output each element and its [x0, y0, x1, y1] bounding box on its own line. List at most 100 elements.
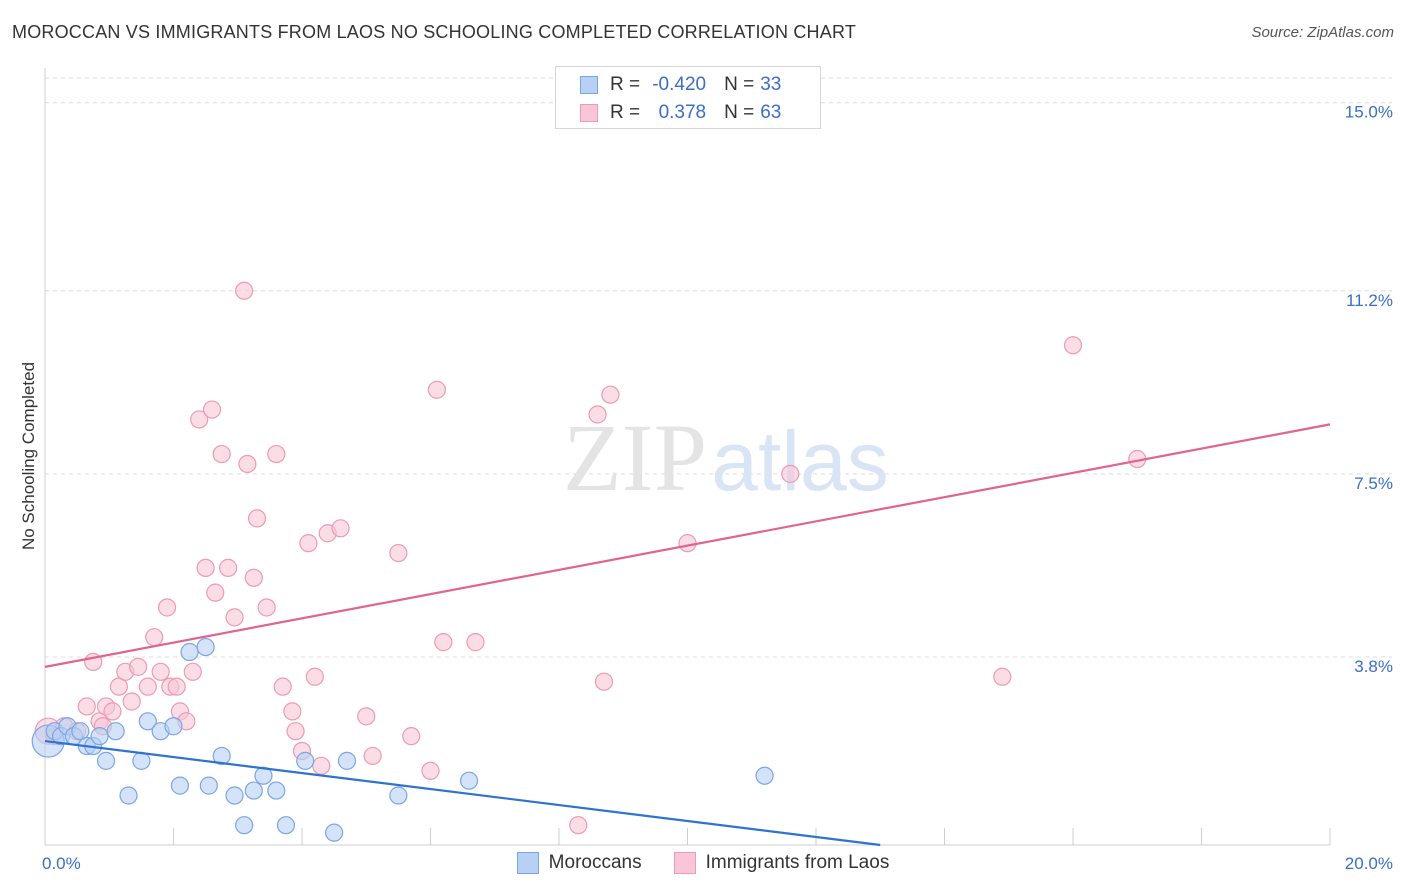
point-moroccans — [389, 786, 408, 805]
point-laos — [781, 464, 800, 483]
point-moroccans — [180, 642, 199, 662]
legend-n-value: 33 — [760, 74, 782, 95]
correlation-legend: R = -0.420 N = 33 R = 0.378 N = 63 — [555, 66, 821, 129]
point-moroccans — [164, 717, 183, 736]
point-laos — [212, 444, 231, 464]
point-laos — [427, 380, 447, 399]
points-layer — [31, 281, 1147, 842]
legend-swatch-pink — [580, 104, 598, 122]
point-laos — [601, 385, 620, 404]
point-moroccans — [459, 771, 479, 790]
legend-r-value: -0.420 — [652, 74, 707, 95]
point-moroccans — [267, 781, 286, 800]
point-laos — [129, 657, 148, 676]
series-legend-moroccans[interactable]: Moroccans — [516, 852, 642, 874]
point-laos — [678, 534, 697, 553]
point-laos — [312, 756, 331, 775]
point-laos — [305, 667, 324, 686]
point-laos — [247, 509, 267, 528]
point-laos — [219, 558, 238, 577]
watermark-atlas: atlas — [711, 414, 888, 508]
point-laos — [594, 672, 614, 691]
watermark: ZIP atlas — [563, 404, 889, 511]
legend-swatch-blue — [580, 76, 598, 94]
point-moroccans — [90, 727, 109, 746]
series-legend-label: Immigrants from Laos — [705, 852, 890, 873]
point-moroccans — [235, 816, 254, 835]
y-tick-label: 7.5% — [1354, 474, 1393, 493]
point-laos — [283, 702, 302, 721]
trend-line-laos — [44, 423, 1331, 668]
point-laos — [299, 534, 318, 553]
tick-label-layer: 15.0% 11.2% 7.5% 3.8% 0.0% 20.0% — [42, 103, 1393, 873]
point-laos — [421, 761, 440, 780]
point-laos — [167, 677, 186, 696]
point-moroccans — [212, 746, 231, 766]
point-laos — [331, 519, 350, 538]
axes-layer — [44, 68, 1331, 846]
x-tick-label: 20.0% — [1345, 854, 1393, 873]
source-label: Source: ZipAtlas.com — [1251, 24, 1394, 41]
y-axis-label: No Schooling Completed — [19, 362, 38, 550]
point-laos — [1063, 336, 1083, 355]
point-laos — [238, 454, 257, 474]
point-moroccans — [119, 786, 138, 805]
point-laos — [267, 444, 286, 464]
point-moroccans — [196, 637, 215, 657]
point-laos — [466, 633, 485, 652]
point-laos — [157, 598, 177, 617]
point-laos — [434, 633, 453, 652]
series-legend: Moroccans Immigrants from Laos — [0, 852, 1406, 874]
legend-row-moroccans: R = -0.420 N = 33 — [580, 72, 781, 98]
point-laos — [206, 583, 225, 602]
point-moroccans — [276, 816, 296, 835]
point-moroccans — [132, 751, 151, 770]
grid-layer — [45, 77, 1392, 658]
chart-title: MOROCCAN VS IMMIGRANTS FROM LAOS NO SCHO… — [12, 22, 857, 42]
point-laos — [389, 543, 408, 563]
series-swatch-blue — [516, 852, 539, 874]
point-moroccans — [138, 712, 157, 731]
point-laos — [402, 727, 421, 746]
point-moroccans — [755, 766, 774, 785]
point-moroccans — [199, 776, 218, 795]
series-legend-laos[interactable]: Immigrants from Laos — [673, 852, 890, 874]
point-laos — [202, 400, 222, 419]
point-moroccans — [106, 722, 125, 741]
point-laos — [569, 816, 588, 835]
legend-r-label: R = — [610, 102, 641, 123]
point-laos — [103, 702, 122, 721]
point-laos — [244, 568, 263, 587]
point-moroccans — [96, 751, 116, 770]
point-moroccans — [225, 786, 244, 805]
point-laos — [993, 667, 1012, 686]
point-moroccans — [296, 751, 315, 770]
point-laos — [122, 692, 141, 711]
point-laos — [588, 405, 607, 424]
point-laos — [273, 677, 292, 696]
y-tick-label: 3.8% — [1354, 657, 1393, 676]
point-laos — [196, 558, 215, 577]
legend-r-value: 0.378 — [658, 102, 707, 123]
point-laos — [145, 628, 164, 647]
legend-r-label: R = — [610, 74, 641, 95]
point-moroccans — [170, 776, 190, 795]
series-swatch-pink — [673, 852, 696, 874]
point-laos — [190, 410, 209, 429]
legend-n-value: 63 — [760, 102, 782, 123]
x-tick-label: 0.0% — [42, 854, 81, 873]
legend-n-label: N = — [724, 102, 755, 123]
point-laos — [257, 598, 276, 617]
trend-line-moroccans — [44, 739, 881, 847]
point-laos — [138, 677, 157, 696]
point-laos — [151, 662, 170, 681]
point-laos — [225, 608, 244, 627]
point-moroccans — [325, 823, 344, 842]
point-laos — [183, 662, 202, 681]
legend-n-label: N = — [724, 74, 755, 95]
point-laos — [235, 281, 254, 300]
y-tick-label: 15.0% — [1345, 103, 1393, 122]
point-moroccans — [337, 751, 357, 770]
point-laos — [77, 697, 96, 716]
